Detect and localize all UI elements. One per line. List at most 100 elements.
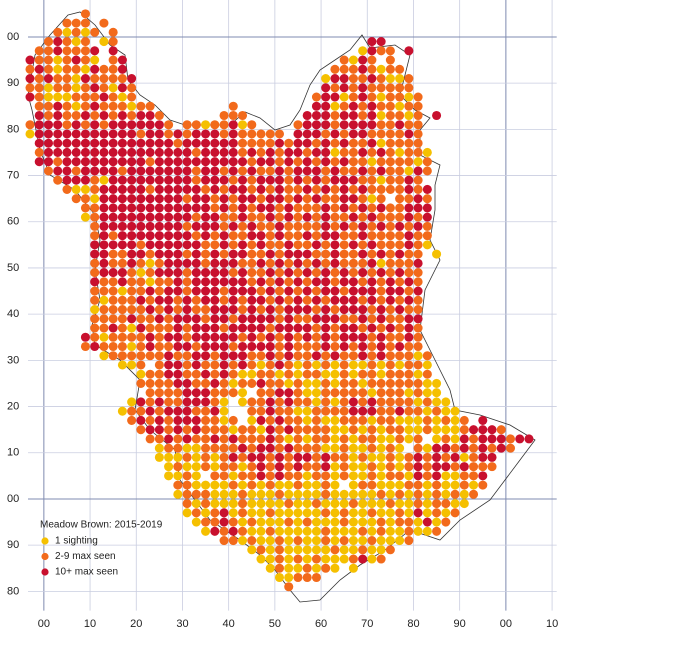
record-dot <box>376 369 386 379</box>
record-dot <box>34 74 44 84</box>
record-dot <box>265 305 275 315</box>
record-dot <box>182 499 192 509</box>
record-dot <box>339 120 349 130</box>
record-dot <box>321 129 331 139</box>
record-dot <box>238 249 248 259</box>
record-dot <box>164 378 174 388</box>
record-dot <box>469 471 479 481</box>
record-dot <box>385 184 395 194</box>
x-tick-label: 80 <box>407 618 419 630</box>
grid <box>28 0 557 611</box>
record-dot <box>256 499 266 509</box>
record-dot <box>432 462 442 472</box>
record-dot <box>265 480 275 490</box>
record-dot <box>210 415 220 425</box>
record-dot <box>247 508 257 518</box>
record-dot <box>154 452 164 462</box>
record-dot <box>302 221 312 231</box>
record-dot <box>422 471 432 481</box>
record-dot <box>367 499 377 509</box>
record-dot <box>228 147 238 157</box>
record-dot <box>173 240 183 250</box>
record-dot <box>247 175 257 185</box>
record-dot <box>404 249 414 259</box>
record-dot <box>265 314 275 324</box>
record-dot <box>284 249 294 259</box>
record-dot <box>201 452 211 462</box>
record-dot <box>182 120 192 130</box>
record-dot <box>219 462 229 472</box>
record-dot <box>210 166 220 176</box>
record-dot <box>348 212 358 222</box>
record-dot <box>293 369 303 379</box>
record-dot <box>348 221 358 231</box>
record-dot <box>238 462 248 472</box>
record-dot <box>173 138 183 148</box>
record-dot <box>210 221 220 231</box>
record-dot <box>228 489 238 499</box>
record-dot <box>302 526 312 536</box>
record-dot <box>293 203 303 213</box>
record-dot <box>247 221 257 231</box>
record-dot <box>117 240 127 250</box>
record-dot <box>34 129 44 139</box>
record-dot <box>311 203 321 213</box>
record-dot <box>127 221 137 231</box>
record-dot <box>274 415 285 425</box>
record-dot <box>117 286 127 296</box>
record-dot <box>367 517 377 527</box>
record-dot <box>293 323 303 333</box>
record-dot <box>210 332 220 342</box>
record-dot <box>330 138 340 148</box>
record-dot <box>256 388 266 398</box>
record-dot <box>210 120 220 130</box>
record-dot <box>210 360 220 370</box>
record-dot <box>182 443 192 453</box>
record-dot <box>321 221 331 231</box>
record-dot <box>441 443 451 453</box>
record-dot <box>80 157 90 167</box>
legend-label: 1 sighting <box>55 536 98 547</box>
record-dot <box>90 314 100 324</box>
record-dot <box>154 286 164 296</box>
record-dot <box>219 129 229 139</box>
record-dot <box>154 268 164 278</box>
record-dot <box>53 129 63 139</box>
record-dot <box>145 415 155 425</box>
record-dot <box>422 443 432 453</box>
record-dot <box>154 277 164 287</box>
record-dot <box>293 175 303 185</box>
record-dot <box>173 332 183 342</box>
record-dot <box>358 203 368 213</box>
record-dot <box>182 508 192 518</box>
record-dot <box>201 175 211 185</box>
record-dot <box>367 508 377 518</box>
record-dot <box>238 536 248 546</box>
record-dot <box>256 443 266 453</box>
y-tick-label: 80 <box>7 585 19 597</box>
record-dot <box>385 166 395 176</box>
record-dot <box>404 129 414 139</box>
record-dot <box>413 351 423 361</box>
record-dot <box>145 147 155 157</box>
record-dot <box>247 360 257 370</box>
record-dot <box>71 184 81 194</box>
record-dot <box>348 443 358 453</box>
record-dot <box>311 517 321 527</box>
record-dot <box>385 314 395 324</box>
record-dot <box>395 341 405 352</box>
record-dot <box>34 120 44 130</box>
record-dot <box>450 443 460 453</box>
record-dot <box>469 443 479 453</box>
record-dot <box>339 332 349 342</box>
record-dot <box>404 489 414 499</box>
record-dot <box>219 397 229 407</box>
record-dot <box>432 471 442 481</box>
record-dot <box>256 332 266 342</box>
record-dot <box>219 471 229 481</box>
record-dot <box>413 120 423 130</box>
record-dot <box>367 258 377 268</box>
record-dot <box>367 443 377 453</box>
record-dot <box>127 74 137 84</box>
record-dot <box>228 240 238 250</box>
